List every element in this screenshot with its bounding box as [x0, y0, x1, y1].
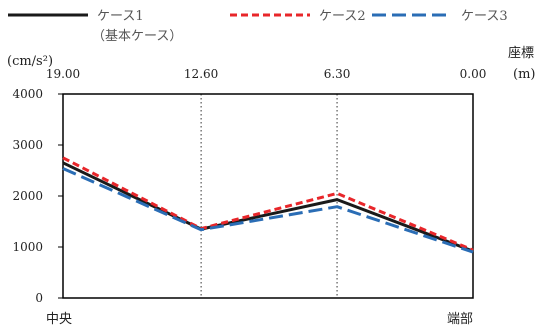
x-axis-title: 座標 [508, 46, 534, 61]
series-lines [62, 156, 474, 254]
x-axis-ticks: 19.00 12.60 6.30 0.00 [46, 67, 487, 81]
bottom-label-end: 端部 [447, 312, 473, 327]
legend-label-series-3: ケース3 [461, 9, 508, 24]
legend-note-series-1: （基本ケース） [92, 29, 182, 44]
vertical-gridlines [200, 94, 338, 298]
y-tick-label: 4000 [12, 87, 43, 101]
y-tick-label: 1000 [12, 240, 43, 254]
y-axis-ticks: 0 1000 2000 3000 4000 [12, 87, 63, 305]
series-line-1 [62, 161, 474, 253]
x-axis-unit: (m) [513, 67, 535, 82]
legend-label-series-1: ケース1 [97, 9, 144, 24]
x-tick-label: 19.00 [46, 67, 80, 81]
y-tick-label: 3000 [12, 138, 43, 152]
legend-label-series-2: ケース2 [319, 9, 366, 24]
legend: ケース1 （基本ケース） ケース2 ケース3 [8, 9, 508, 44]
y-tick-label: 2000 [12, 189, 43, 203]
y-axis-unit-label: (cm/s²) [7, 54, 53, 69]
series-line-2 [62, 156, 474, 252]
x-tick-label: 12.60 [184, 67, 218, 81]
x-tick-label: 0.00 [460, 67, 487, 81]
bottom-label-center: 中央 [46, 312, 72, 327]
y-tick-label: 0 [35, 291, 43, 305]
x-tick-label: 6.30 [324, 67, 351, 81]
series-line-3 [62, 167, 474, 254]
